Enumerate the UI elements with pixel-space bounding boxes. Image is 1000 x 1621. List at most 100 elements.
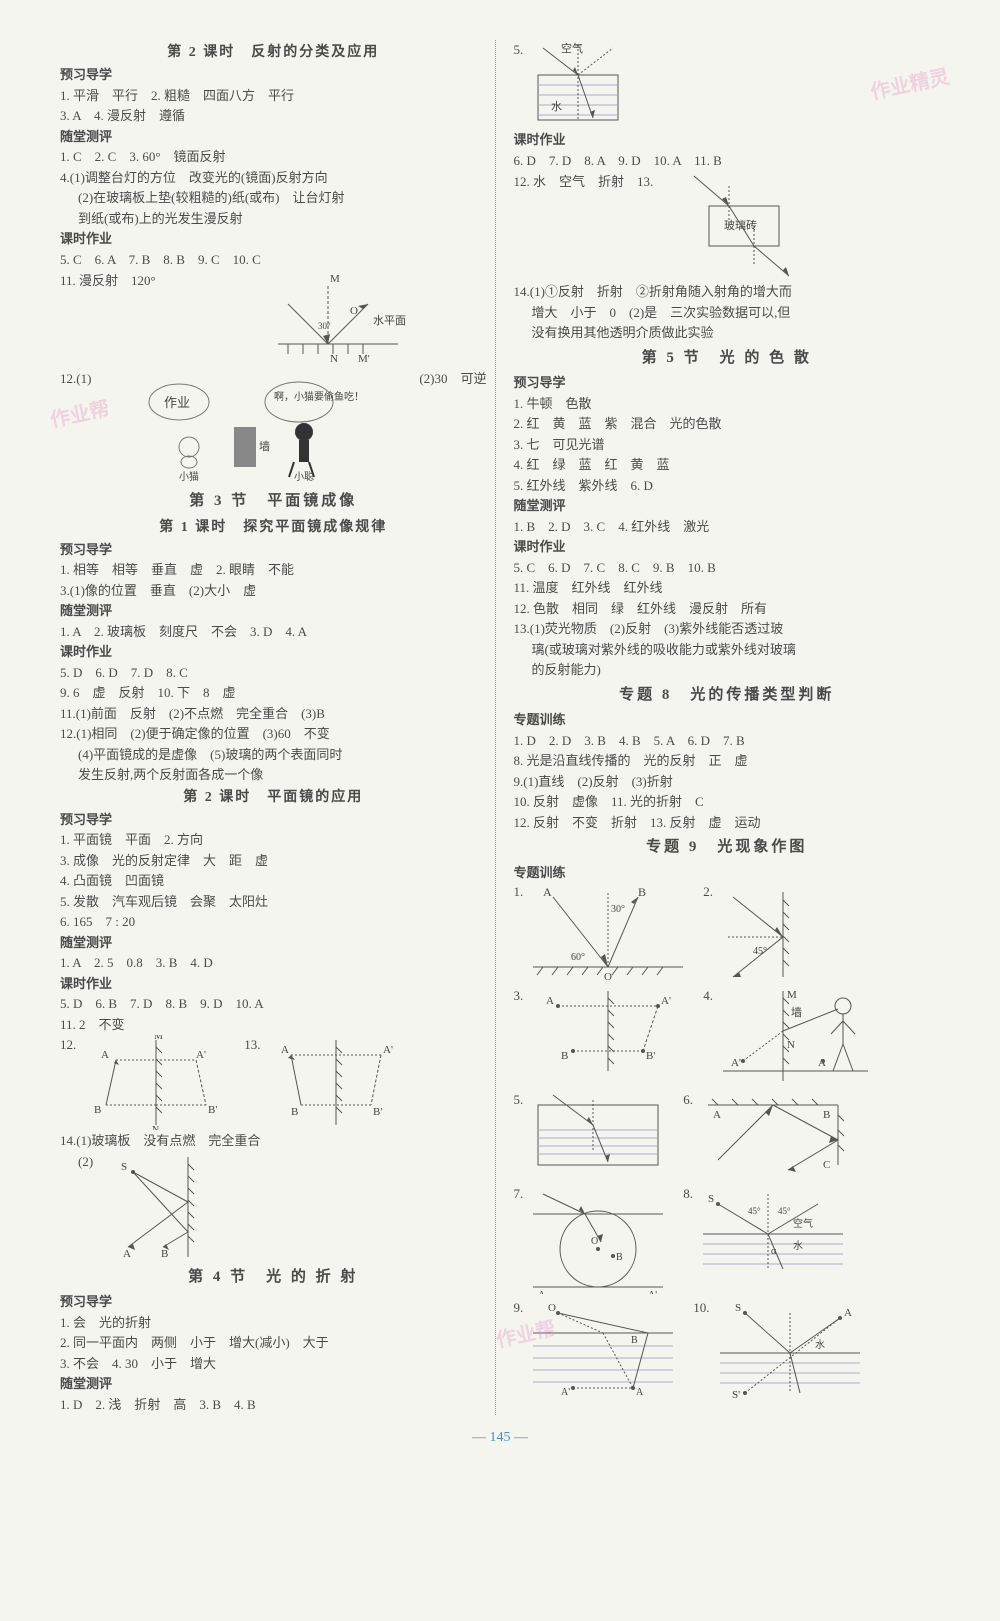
text: 1. [514, 882, 524, 982]
text: (2) [60, 1152, 93, 1262]
mirror-diagram-13: AA' BB' [261, 1035, 411, 1130]
text: 1. 牛顿 色散 [514, 394, 941, 414]
text: 9. [514, 1298, 524, 1408]
reflection-diagram-11: M 30° O 水平面 N M' [258, 274, 408, 364]
svg-text:A': A' [561, 1387, 570, 1398]
svg-text:S': S' [732, 1389, 740, 1401]
text: 4.(1)调整台灯的方位 改变光的(镜面)反射方向 [60, 168, 487, 188]
label: 随堂测评 [60, 601, 487, 621]
svg-text:A': A' [731, 1057, 741, 1069]
text: 5. 发散 汽车观后镜 会聚 太阳灶 [60, 892, 487, 912]
text: 13. [244, 1035, 260, 1130]
svg-text:A': A' [383, 1044, 393, 1056]
svg-text:A: A [844, 1307, 852, 1319]
svg-text:C: C [823, 1159, 830, 1171]
text: 11.(1)前面 反射 (2)不点燃 完全重合 (3)B [60, 704, 487, 724]
t9-title: 专题 9 光现象作图 [514, 836, 941, 859]
svg-text:B': B' [373, 1106, 382, 1118]
text: 14.(1)①反射 折射 ②折射角随入射角的增大而 [514, 282, 941, 302]
t9-diagram-1: A B 30° 60° O [523, 882, 693, 982]
svg-text:水: 水 [815, 1339, 825, 1351]
text: 12.(1) [60, 369, 105, 389]
svg-text:M: M [787, 989, 797, 1001]
sec1-title: 第 2 课时 反射的分类及应用 [60, 42, 487, 63]
svg-text:墙: 墙 [259, 439, 270, 453]
text: (2)在玻璃板上垫(较粗糙的)纸(或布) 让台灯射 [60, 188, 487, 208]
t9-diagram-4: M N 墙 A' A [713, 986, 873, 1086]
text: 3. [514, 986, 524, 1086]
t9-diagram-9: O B A' A [523, 1298, 683, 1408]
svg-text:45°: 45° [748, 1206, 761, 1216]
t9-diagram-2: 45° [713, 882, 863, 982]
text: 9. 6 虚 反射 10. 下 8 虚 [60, 683, 487, 703]
text: 6. 165 7 : 20 [60, 912, 487, 932]
text: 1. A 2. 5 0.8 3. B 4. D [60, 953, 487, 973]
svg-text:N: N [787, 1039, 795, 1051]
text: 增大 小于 0 (2)是 三次实验数据可以,但 [514, 303, 941, 323]
t9-diagram-6: A B C [693, 1090, 853, 1180]
text: 3. 不会 4. 30 小于 增大 [60, 1354, 487, 1374]
mirror-diagram-12: M AA' BB' N [76, 1035, 236, 1130]
text: 5. 红外线 紫外线 6. D [514, 476, 941, 496]
svg-text:A: A [538, 1290, 546, 1294]
svg-text:B: B [823, 1109, 830, 1121]
svg-text:M': M' [358, 353, 370, 364]
svg-text:A: A [636, 1387, 644, 1398]
text: 8. 光是沿直线传播的 光的反射 正 虚 [514, 751, 941, 771]
text: 11. 温度 红外线 红外线 [514, 578, 941, 598]
svg-text:B: B [94, 1104, 101, 1116]
svg-text:空气: 空气 [561, 41, 583, 55]
text: 1. A 2. 玻璃板 刻度尺 不会 3. D 4. A [60, 622, 487, 642]
svg-text:S: S [121, 1161, 127, 1173]
svg-text:水: 水 [551, 100, 562, 113]
text: 的反射能力) [514, 660, 941, 680]
glass-block-diagram-13: 玻璃砖 [674, 171, 814, 281]
text: 2. 红 黄 蓝 紫 混合 光的色散 [514, 414, 941, 434]
text: 7. [514, 1184, 524, 1294]
svg-text:A: A [546, 995, 554, 1007]
text: 11. 2 不变 [60, 1015, 487, 1035]
svg-text:B: B [616, 1252, 623, 1263]
sec2b-title: 第 2 课时 平面镜的应用 [60, 787, 487, 808]
svg-text:N: N [152, 1125, 159, 1130]
refraction-diagram-5: 空气 水 [523, 40, 633, 130]
svg-text:A: A [123, 1248, 131, 1260]
text: 12. [60, 1035, 76, 1130]
text: 5. D 6. D 7. D 8. C [60, 663, 487, 683]
text: 5. D 6. B 7. D 8. B 9. D 10. A [60, 994, 487, 1014]
t9-diagram-10: S A S' 水 [710, 1298, 870, 1408]
sec2-title: 第 3 节 平面镜成像 [60, 490, 487, 513]
label: 预习导学 [514, 373, 941, 393]
label: 课时作业 [514, 537, 941, 557]
text: 10. [693, 1298, 709, 1408]
svg-text:M: M [154, 1035, 163, 1042]
mirror-diagram-14: S A B [93, 1152, 243, 1262]
svg-text:空气: 空气 [793, 1217, 813, 1230]
svg-text:作业: 作业 [164, 395, 190, 410]
svg-text:A: A [713, 1109, 721, 1121]
text: 4. 红 绿 蓝 红 黄 蓝 [514, 455, 941, 475]
text: 璃(或玻璃对紫外线的吸收能力或紫外线对玻璃 [514, 640, 941, 660]
text: 12. 水 空气 折射 13. [514, 172, 674, 192]
svg-text:S: S [735, 1302, 741, 1314]
text: (4)平面镜成的是虚像 (5)玻璃的两个表面同时 [60, 745, 487, 765]
svg-text:30°: 30° [318, 321, 331, 331]
svg-text:B': B' [208, 1104, 217, 1116]
text: 11. 漫反射 120° [60, 271, 180, 291]
svg-text:45°: 45° [753, 946, 767, 957]
text: 2. [703, 882, 713, 982]
svg-text:S: S [708, 1193, 714, 1205]
sec1-test-label: 随堂测评 [60, 127, 487, 147]
svg-text:A: A [281, 1044, 289, 1056]
label: 专题训练 [514, 863, 941, 883]
svg-text:A: A [543, 885, 552, 899]
text: 13.(1)荧光物质 (2)反射 (3)紫外线能否透过玻 [514, 619, 941, 639]
text: 12. 反射 不变 折射 13. 反射 虚 运动 [514, 813, 941, 833]
svg-text:60°: 60° [571, 952, 585, 963]
svg-text:B: B [638, 885, 646, 899]
svg-text:O: O [350, 305, 358, 317]
text: 1. 相等 相等 垂直 虚 2. 眼睛 不能 [60, 560, 487, 580]
label: 预习导学 [60, 810, 487, 830]
label: 随堂测评 [60, 933, 487, 953]
text: 4. [703, 986, 713, 1086]
